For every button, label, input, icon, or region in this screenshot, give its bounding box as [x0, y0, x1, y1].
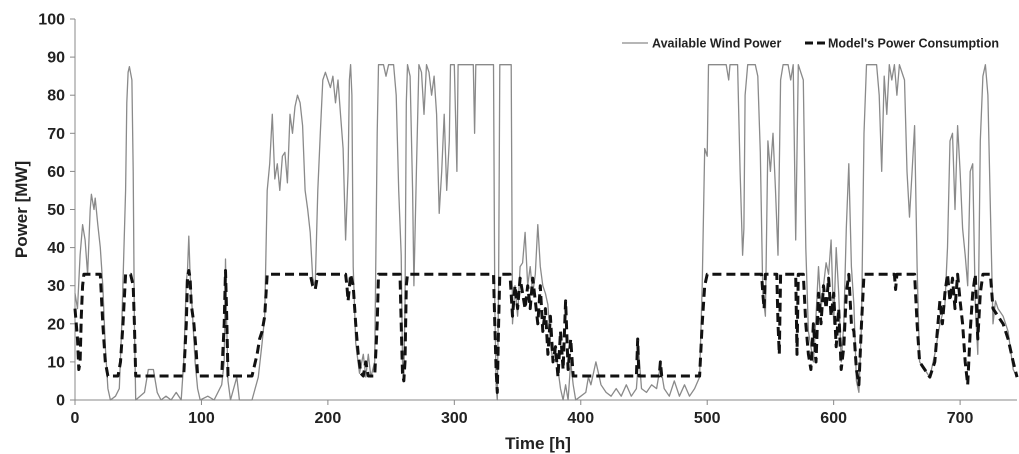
y-tick-label: 80 — [47, 88, 65, 105]
y-tick-label: 10 — [47, 354, 65, 371]
y-tick-label: 90 — [47, 50, 65, 67]
x-axis-title: Time [h] — [505, 434, 571, 453]
y-tick-label: 30 — [47, 278, 65, 295]
x-tick-label: 400 — [567, 410, 594, 427]
series-line-power-consumption — [73, 269, 1019, 394]
y-tick-label: 0 — [56, 393, 65, 410]
y-axis-title: Power [MW] — [12, 161, 31, 258]
legend-label-wind: Available Wind Power — [652, 37, 781, 51]
y-tick-label: 70 — [47, 126, 65, 143]
x-tick-label: 600 — [820, 410, 847, 427]
series-line-wind-power — [74, 64, 1018, 401]
y-tick-label: 60 — [47, 164, 65, 181]
x-tick-label: 500 — [694, 410, 721, 427]
y-tick-label: 50 — [47, 202, 65, 219]
legend-label-consumption: Model's Power Consumption — [828, 37, 999, 51]
y-tick-label: 40 — [47, 240, 65, 257]
x-tick-label: 700 — [947, 410, 974, 427]
x-tick-label: 300 — [441, 410, 468, 427]
y-tick-label: 100 — [38, 12, 65, 29]
series-layer — [73, 64, 1019, 401]
y-tick-label: 20 — [47, 316, 65, 333]
y-axis-tick-labels: 0 10 20 30 40 50 60 70 80 90 100 — [38, 12, 65, 410]
x-tick-label: 200 — [315, 410, 342, 427]
x-tick-label: 100 — [188, 410, 215, 427]
x-tick-label: 0 — [71, 410, 80, 427]
x-axis-tick-labels: 0 100 200 300 400 500 600 700 — [71, 410, 974, 427]
legend: Available Wind Power Model's Power Consu… — [622, 37, 999, 51]
axis-tick-marks — [70, 18, 961, 405]
